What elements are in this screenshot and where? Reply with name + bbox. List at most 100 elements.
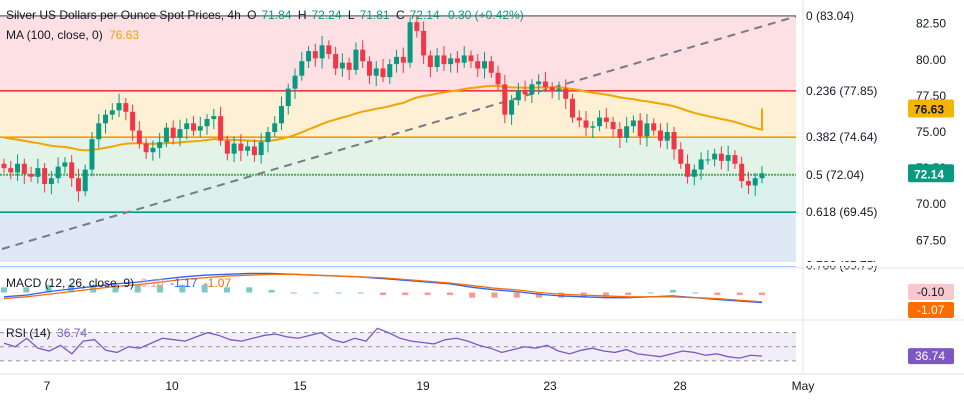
- candle-body: [197, 126, 203, 131]
- macd-hist-bar: [45, 284, 52, 293]
- fib-band: [0, 15, 796, 91]
- macd-label: MACD (12, 26, close, 9): [6, 276, 135, 290]
- candle-body: [109, 110, 115, 115]
- candle-body: [21, 163, 27, 174]
- candle-body: [299, 61, 305, 76]
- rsi-value: 36.74: [57, 326, 88, 340]
- time-tick-label: 10: [165, 379, 179, 393]
- macd-hist-bar: [759, 292, 765, 296]
- fib-band: [0, 174, 796, 213]
- ma-legend[interactable]: MA (100, close, 0) 76.63: [6, 28, 142, 42]
- candle-body: [1, 163, 7, 169]
- candle-body: [421, 30, 427, 56]
- candle: [184, 118, 190, 140]
- candle-body: [333, 54, 339, 69]
- candle-body: [671, 132, 677, 150]
- candle: [407, 17, 413, 68]
- candle: [292, 68, 298, 99]
- candle: [718, 146, 724, 170]
- candle-body: [218, 116, 224, 141]
- fibonacci-labels: 0 (83.04) 0.236 (77.85) 0.382 (74.64) 0.5 (…: [0, 9, 964, 273]
- fib-level-label: 0.618 (69.45): [806, 205, 877, 219]
- fib-band: [0, 137, 796, 175]
- candle-body: [624, 126, 630, 138]
- candle: [35, 158, 41, 184]
- candle: [136, 121, 142, 149]
- candle: [48, 171, 54, 195]
- price-tick-label: 75.00: [916, 125, 946, 139]
- candle-body: [495, 72, 501, 85]
- candle-body: [96, 123, 102, 140]
- candle: [657, 123, 663, 148]
- candle: [333, 46, 339, 76]
- candle-body: [685, 163, 691, 177]
- macd-hist-bar: [357, 292, 364, 294]
- price-tick-label: 77.50: [916, 89, 946, 103]
- candle-body: [556, 88, 562, 92]
- candle-body: [400, 56, 406, 63]
- macd-hist-bar: [23, 287, 30, 293]
- price-tick-label: 70.00: [916, 197, 946, 211]
- open-value: 71.84: [261, 8, 292, 22]
- candle-body: [312, 51, 318, 59]
- candle-body: [143, 143, 149, 153]
- candle: [299, 51, 305, 81]
- candle-body: [245, 146, 251, 151]
- candle: [326, 40, 332, 60]
- macd-hist-bar: [1, 287, 7, 293]
- ma-polyline: [3, 84, 763, 152]
- candle: [536, 74, 542, 95]
- candle-body: [563, 88, 569, 99]
- candle: [346, 57, 352, 81]
- candle-body: [637, 120, 643, 137]
- candle: [150, 140, 156, 161]
- macd-hist-bar: [714, 292, 721, 296]
- candle: [109, 103, 115, 120]
- candle: [414, 15, 420, 38]
- candle-body: [177, 129, 183, 138]
- fib-band: [0, 212, 796, 266]
- candle-body: [630, 120, 636, 127]
- candle-body: [610, 121, 616, 130]
- candle-body: [542, 81, 548, 88]
- candle-body: [360, 49, 366, 62]
- candle-body: [366, 61, 372, 76]
- candle: [197, 116, 203, 138]
- low-label: L: [347, 8, 355, 22]
- ma-label: MA (100, close, 0): [6, 28, 103, 42]
- candle: [685, 154, 691, 184]
- time-tick-label: 7: [44, 379, 51, 393]
- candle: [116, 93, 122, 118]
- candle-body: [130, 111, 136, 131]
- macd-hist-bar: [246, 287, 253, 293]
- candle-body: [759, 173, 765, 179]
- candle-body: [231, 143, 237, 154]
- candle: [245, 141, 251, 156]
- candle: [319, 35, 325, 69]
- candle-body: [258, 142, 264, 156]
- candle: [89, 132, 95, 177]
- candle-body: [745, 181, 751, 186]
- candle: [353, 42, 359, 75]
- macd-hist-bar: [536, 292, 543, 298]
- macd-hist-bar: [179, 284, 186, 293]
- candle-body: [69, 162, 75, 179]
- candle-body: [454, 58, 460, 63]
- candle: [461, 46, 467, 68]
- candle: [21, 158, 27, 185]
- change-value: 0.30 (+0.42%): [447, 8, 524, 22]
- candle: [542, 72, 548, 93]
- candle-body: [712, 153, 718, 160]
- macd-hist-bar: [157, 284, 164, 293]
- candle: [590, 121, 596, 138]
- candle-body: [515, 90, 521, 101]
- candle: [570, 93, 575, 123]
- candle: [28, 166, 34, 182]
- candle: [278, 96, 284, 131]
- candle-body: [407, 22, 413, 63]
- macd-legend[interactable]: MACD (12, 26, close, 9) 0.10 -1.17 -1.07: [6, 276, 234, 290]
- candle: [597, 110, 603, 132]
- rsi-legend[interactable]: RSI (14) 36.74: [6, 326, 90, 340]
- close-value: 72.14: [409, 8, 440, 22]
- high-value: 72.24: [311, 8, 342, 22]
